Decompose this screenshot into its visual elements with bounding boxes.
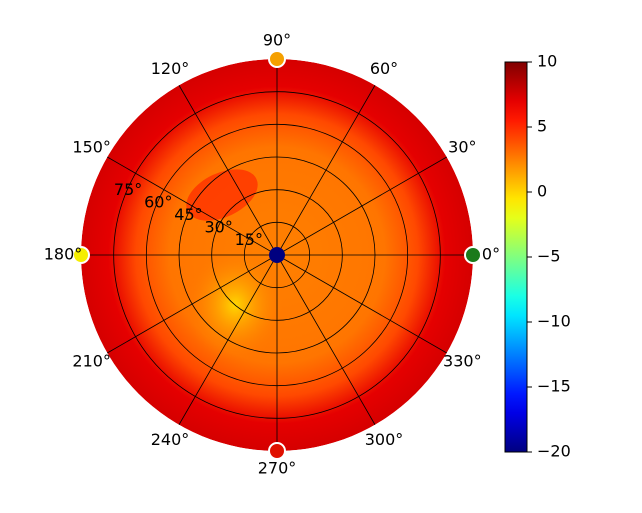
angular-gridline	[107, 156, 278, 256]
radial-tick-label: 15°	[235, 230, 263, 249]
colorbar: 10 5 0 −5 −10 −15 −20	[504, 52, 571, 461]
angular-tick-label: 240°	[151, 430, 190, 449]
angular-gridline	[276, 85, 376, 256]
angular-tick-label: 30°	[448, 138, 476, 157]
angular-tick-label: 300°	[365, 430, 404, 449]
radial-tick-labels: 15°30°45°60°75°	[114, 180, 263, 249]
radial-tick-label: 60°	[144, 192, 172, 211]
angular-tick-label: 0°	[482, 245, 500, 264]
colorbar-bar	[504, 61, 528, 453]
angular-gridline	[178, 85, 278, 256]
colorbar-tick-label: −15	[537, 377, 571, 396]
polar-grid	[81, 59, 473, 451]
edge-marker	[464, 246, 482, 264]
colorbar-tick-label: 0	[537, 182, 547, 201]
angular-tick-labels: 0° 30° 60° 90° 120° 150° 180° 210° 240° 270° 300° 3…	[44, 31, 500, 478]
radial-tick-label: 30°	[204, 217, 232, 236]
radial-tick-label: 75°	[114, 180, 142, 199]
angular-tick-label: 270°	[258, 459, 297, 478]
angular-tick-label: 150°	[72, 138, 111, 157]
edge-marker	[72, 246, 90, 264]
center-point	[269, 247, 285, 263]
angular-tick-label: 120°	[151, 59, 190, 78]
field-lobe	[186, 169, 258, 221]
angular-gridline	[276, 254, 376, 425]
angular-tick-label: 330°	[443, 352, 482, 371]
radial-tick-label: 45°	[174, 205, 202, 224]
edge-marker	[268, 50, 286, 68]
edge-markers	[72, 50, 482, 460]
colorbar-tick-label: −5	[537, 247, 561, 266]
colorbar-tick-label: 10	[537, 52, 557, 71]
colorbar-tick-label: −20	[537, 442, 571, 461]
angular-gridline	[107, 254, 278, 354]
angular-tick-label: 180°	[44, 245, 83, 264]
colorbar-tick-label: −10	[537, 312, 571, 331]
angular-tick-label: 60°	[370, 59, 398, 78]
angular-tick-label: 90°	[263, 31, 291, 50]
angular-gridline	[276, 156, 447, 256]
center-marker	[269, 247, 285, 263]
edge-marker	[268, 442, 286, 460]
angular-gridline	[178, 254, 278, 425]
angular-gridline	[276, 254, 447, 354]
angular-tick-label: 210°	[72, 352, 111, 371]
colorbar-tick-label: 5	[537, 117, 547, 136]
